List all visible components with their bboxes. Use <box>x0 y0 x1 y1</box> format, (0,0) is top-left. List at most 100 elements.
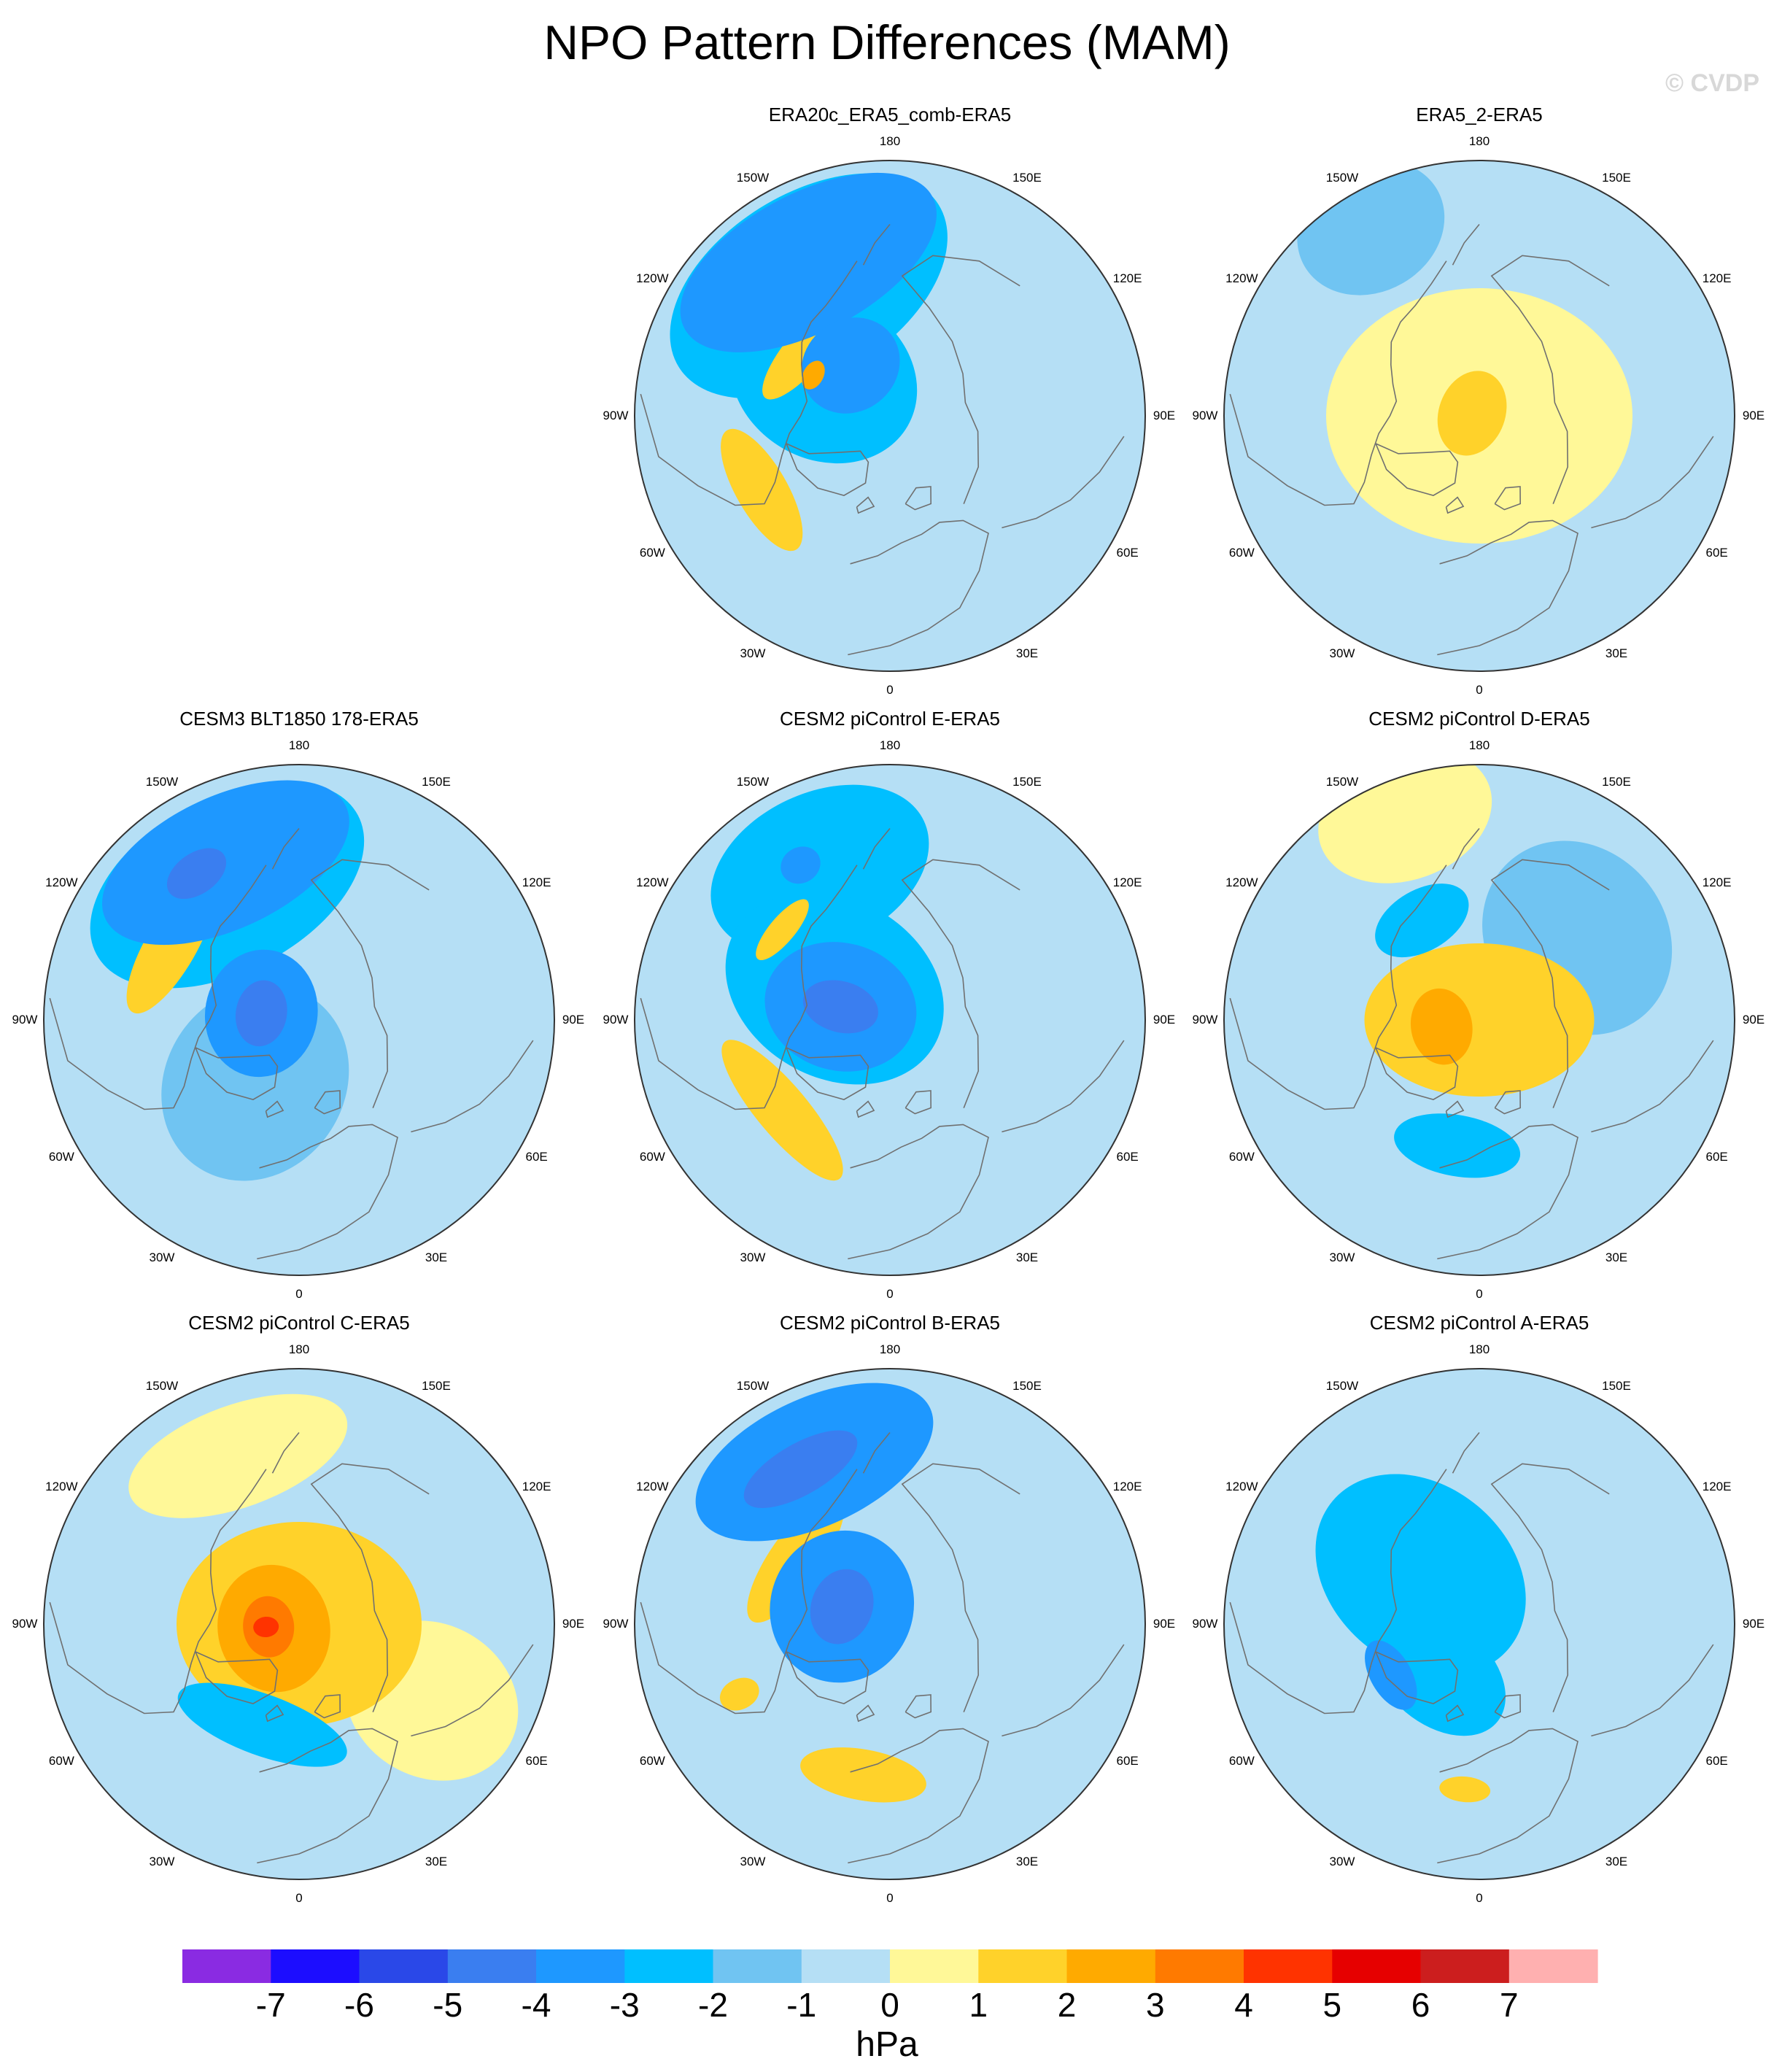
longitude-label: 30W <box>740 646 766 660</box>
coastline <box>1452 827 1480 870</box>
coastline <box>856 1704 875 1723</box>
panel-title: ERA5_2-ERA5 <box>1416 104 1543 125</box>
longitude-label: 60W <box>1228 1754 1255 1768</box>
longitude-label: 60E <box>1705 1754 1728 1768</box>
coastline <box>271 827 300 870</box>
longitude-label: 150W <box>145 775 179 789</box>
colorbar-tick-label: 6 <box>1411 1986 1430 2024</box>
polar-map <box>634 1368 1146 1880</box>
coastline <box>905 1090 932 1115</box>
colorbar-tick-label: 5 <box>1322 1986 1342 2024</box>
longitude-label: 60W <box>48 1754 74 1768</box>
coastline <box>901 859 1020 1108</box>
coastline <box>257 1728 398 1864</box>
colorbar-tick-label: 1 <box>969 1986 988 2024</box>
longitude-label: 0 <box>886 1287 894 1301</box>
coastline <box>1445 496 1465 514</box>
longitude-label: 150E <box>1602 1379 1631 1393</box>
colorbar-swatch <box>978 1949 1068 1983</box>
longitude-label: 150W <box>1325 1379 1359 1393</box>
coastline <box>1591 1040 1714 1133</box>
anomaly-contour <box>721 1040 843 1181</box>
anomaly-contour <box>810 1569 874 1644</box>
panel-title: CESM2 piControl E-ERA5 <box>780 708 1000 730</box>
anomaly-contour <box>166 848 227 900</box>
map-panel: CESM2 piControl A-ERA5 180 150E 120E 90E 60E 3… <box>1193 1310 1765 1909</box>
longitude-label: 0 <box>1476 1891 1483 1905</box>
colorbar-tick-label: -6 <box>344 1986 374 2024</box>
map-panel: CESM2 piControl B-ERA5 180 150E 120E 90E 60E 3… <box>603 1310 1176 1909</box>
longitude-label: 180 <box>1468 1342 1490 1356</box>
longitude-label: 30W <box>1329 1250 1355 1264</box>
coastline <box>265 1100 284 1118</box>
coastline <box>1494 1694 1522 1719</box>
colorbar-tick-label: 4 <box>1234 1986 1253 2024</box>
longitude-label: 60E <box>1705 1150 1728 1164</box>
map-panel: ERA20c_ERA5_comb-ERA5 180 150E 120E 90E 60E 30… <box>603 102 1176 700</box>
longitude-label: 150W <box>736 171 770 185</box>
longitude-label: 120W <box>45 1480 78 1493</box>
coastline <box>1229 865 1447 1110</box>
longitude-label: 0 <box>886 683 894 697</box>
longitude-label: 0 <box>1476 1287 1483 1301</box>
coastline <box>1437 1728 1579 1864</box>
coastline <box>271 1431 300 1474</box>
colorbar-units: hPa <box>856 2025 918 2064</box>
longitude-label: 0 <box>886 1891 894 1905</box>
coastline <box>49 865 267 1110</box>
coastline <box>1490 255 1610 504</box>
colorbar-tick-label: 7 <box>1499 1986 1519 2024</box>
longitude-label: 30E <box>1015 646 1039 660</box>
longitude-label: 180 <box>288 1342 310 1356</box>
polar-map <box>43 764 555 1276</box>
coastline <box>1494 1090 1522 1115</box>
longitude-label: 150E <box>422 1379 451 1393</box>
colorbar-swatch <box>447 1949 537 1983</box>
coastline <box>905 486 932 511</box>
anomaly-contour <box>177 1682 347 1767</box>
coastline <box>1002 1040 1125 1133</box>
colorbar-swatch <box>1508 1949 1598 1983</box>
anomaly-contour <box>1364 943 1595 1097</box>
colorbar-swatch <box>271 1949 360 1983</box>
longitude-label: 60E <box>1116 1150 1139 1164</box>
anomaly-contour <box>680 172 937 352</box>
coastline <box>786 1651 869 1704</box>
colorbar-swatch <box>1155 1949 1244 1983</box>
map-boundary <box>1223 1368 1735 1880</box>
coastline <box>848 519 989 656</box>
longitude-label: 30W <box>740 1854 766 1868</box>
colorbar-swatch <box>1420 1949 1510 1983</box>
coastline <box>310 1463 430 1712</box>
anomaly-contour <box>802 980 878 1034</box>
longitude-label: 180 <box>879 738 901 752</box>
panel-title: CESM3 BLT1850 178-ERA5 <box>179 708 419 730</box>
longitude-label: 120E <box>1702 271 1732 285</box>
coastline <box>411 1040 534 1133</box>
coastline <box>1445 1100 1465 1118</box>
polar-map <box>1223 1368 1735 1880</box>
anomaly-contour <box>235 980 287 1047</box>
longitude-label: 30E <box>425 1250 448 1264</box>
longitude-label: 30E <box>1605 1250 1628 1264</box>
longitude-label: 120E <box>1112 1480 1142 1493</box>
longitude-label: 30E <box>1015 1250 1039 1264</box>
longitude-label: 150W <box>145 1379 179 1393</box>
longitude-label: 180 <box>288 738 310 752</box>
coastline <box>848 1124 989 1260</box>
anomaly-contour <box>781 846 821 884</box>
longitude-label: 30E <box>1605 646 1628 660</box>
colorbar-swatch <box>713 1949 802 1983</box>
anomaly-contour <box>756 899 809 961</box>
coastline <box>411 1644 534 1737</box>
polar-map <box>1223 160 1735 672</box>
coastline <box>848 1728 989 1864</box>
longitude-label: 90E <box>1742 1013 1765 1027</box>
longitude-label: 120W <box>636 875 669 889</box>
colorbar-swatch <box>182 1949 271 1983</box>
longitude-label: 90E <box>1742 1617 1765 1631</box>
longitude-label: 90E <box>562 1617 585 1631</box>
coastline <box>1494 486 1522 511</box>
longitude-label: 60E <box>1116 546 1139 560</box>
map-panel: CESM3 BLT1850 178-ERA5 180 150E 120E 90E 60E 3… <box>12 706 585 1304</box>
